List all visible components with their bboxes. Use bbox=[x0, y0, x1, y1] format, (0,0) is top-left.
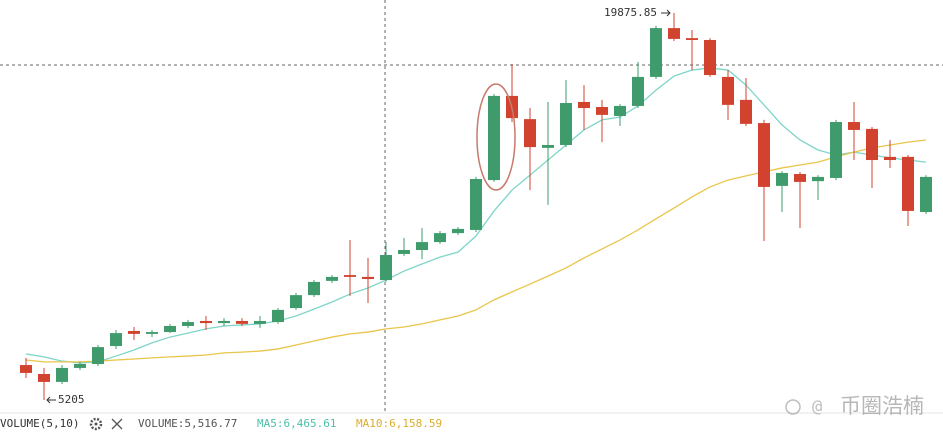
candle-body bbox=[110, 333, 122, 347]
candle-body bbox=[218, 320, 230, 324]
candle-body bbox=[902, 156, 914, 211]
candle-body bbox=[380, 255, 392, 281]
candle-body bbox=[488, 95, 500, 181]
gear bbox=[89, 417, 103, 431]
candle-body bbox=[344, 275, 356, 277]
candle-body bbox=[74, 363, 86, 368]
high-label: 19875.85 bbox=[604, 6, 657, 19]
candle-body bbox=[56, 367, 68, 382]
candle-body bbox=[560, 103, 572, 145]
gear-center bbox=[94, 422, 98, 426]
close-icon[interactable] bbox=[111, 418, 123, 430]
candle-body bbox=[236, 320, 248, 324]
candle-body bbox=[614, 105, 626, 116]
candle-body bbox=[146, 332, 158, 334]
candle-body bbox=[398, 249, 410, 254]
candle-body bbox=[182, 322, 194, 326]
candle-body bbox=[686, 38, 698, 40]
candle-body bbox=[452, 228, 464, 234]
candle-body bbox=[704, 39, 716, 76]
candle-body bbox=[542, 144, 554, 148]
low-label: 5205 bbox=[58, 393, 85, 406]
volume-title: VOLUME(5,10) bbox=[0, 417, 79, 430]
candle-body bbox=[830, 122, 842, 178]
watermark-icons: @ bbox=[785, 397, 822, 417]
plot bbox=[20, 12, 932, 400]
candle-body bbox=[308, 281, 320, 296]
candle-body bbox=[200, 320, 212, 324]
candle-body bbox=[128, 330, 140, 334]
candle-body bbox=[884, 156, 896, 161]
candle-body bbox=[758, 123, 770, 187]
candle-body bbox=[524, 119, 536, 148]
close-x bbox=[111, 418, 123, 430]
candle-body bbox=[596, 106, 608, 115]
candle-body bbox=[866, 128, 878, 161]
candle-body bbox=[272, 309, 284, 323]
settings-icon[interactable] bbox=[89, 417, 103, 431]
candle-body bbox=[470, 179, 482, 230]
candle-body bbox=[668, 28, 680, 39]
candle-body bbox=[632, 76, 644, 106]
candle-body bbox=[254, 320, 266, 324]
candle-body bbox=[776, 172, 788, 186]
volume-value: VOLUME:5,516.77 bbox=[138, 417, 237, 430]
candle-body bbox=[920, 176, 932, 213]
low-arrow bbox=[46, 396, 56, 404]
ma5-value: MA5:6,465.61 bbox=[257, 417, 336, 430]
candle-body bbox=[20, 365, 32, 373]
candle-body bbox=[434, 233, 446, 243]
ma10-value: MA10:6,158.59 bbox=[356, 417, 442, 430]
candle-body bbox=[416, 242, 428, 250]
ma-line bbox=[25, 67, 927, 364]
watermark-at: @ bbox=[812, 397, 822, 417]
watermark-logo bbox=[785, 399, 801, 415]
candle-body bbox=[38, 374, 50, 382]
candle-body bbox=[722, 76, 734, 105]
watermark: 币圈浩楠 bbox=[840, 394, 924, 418]
candle-body bbox=[650, 28, 662, 77]
candle-body bbox=[848, 122, 860, 130]
candle-body bbox=[92, 347, 104, 364]
highlight-ellipse bbox=[476, 83, 516, 191]
candle-body bbox=[362, 276, 374, 280]
high-arrow bbox=[661, 9, 671, 17]
candle-body bbox=[290, 295, 302, 309]
candle-body bbox=[812, 176, 824, 182]
candle-body bbox=[740, 99, 752, 124]
candle-body bbox=[578, 101, 590, 109]
ma-line bbox=[25, 139, 927, 363]
candle-body bbox=[164, 325, 176, 333]
candle-body bbox=[326, 276, 338, 281]
candle-body bbox=[794, 174, 806, 182]
